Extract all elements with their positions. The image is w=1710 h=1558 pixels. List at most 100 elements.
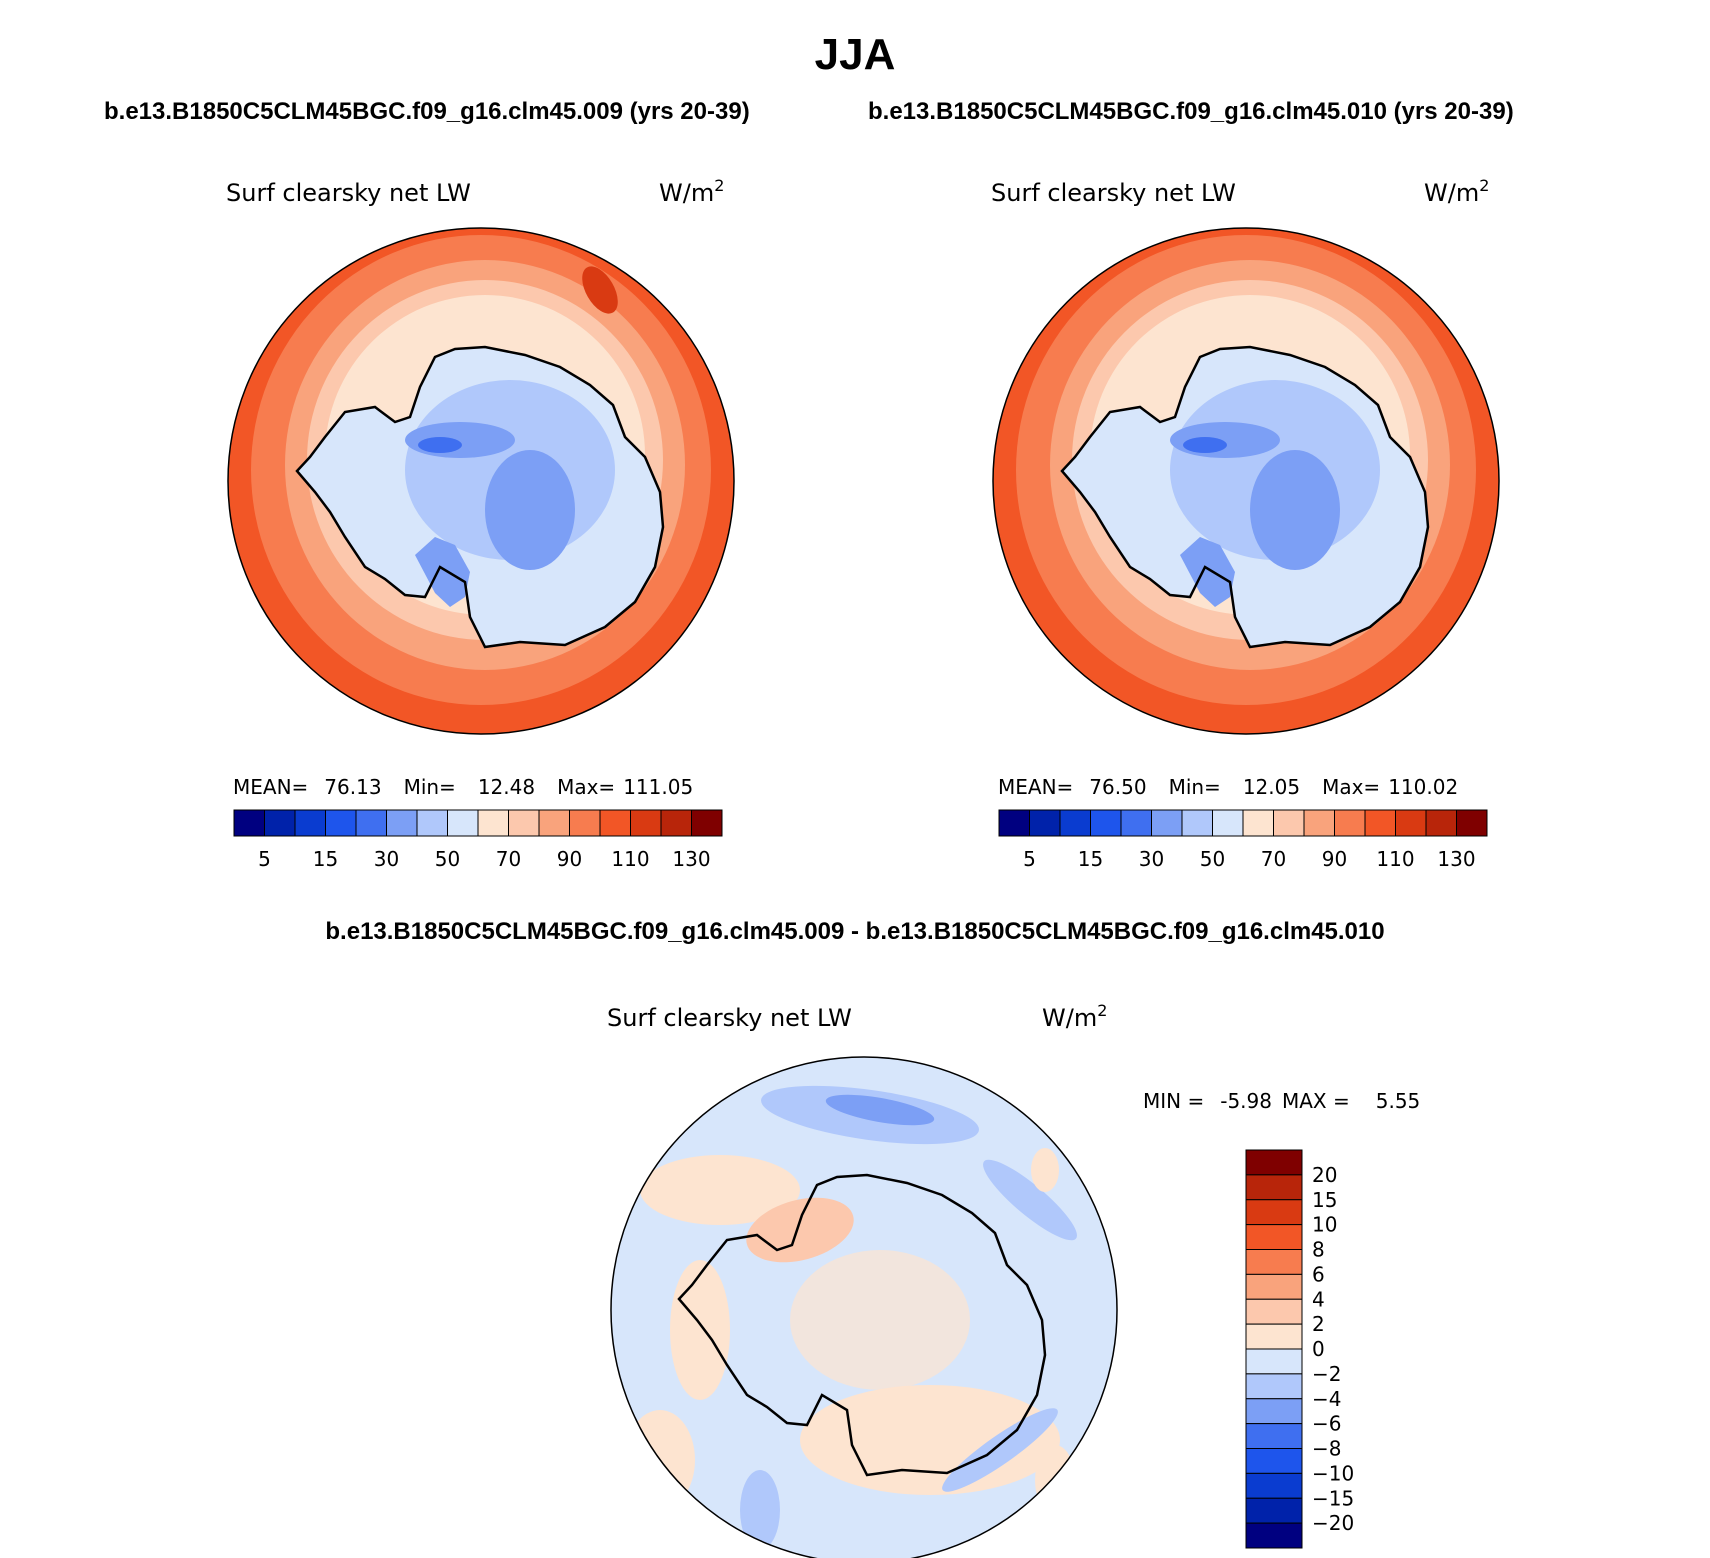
page-title: JJA <box>814 30 896 79</box>
map-c-stats: MIN = -5.98 MAX = 5.55 <box>1143 1089 1420 1113</box>
map-b-field <box>993 228 1499 734</box>
map-c-min: -5.98 <box>1220 1089 1272 1113</box>
map-c-colorbar-swatch-4 <box>1245 1249 1303 1275</box>
map-a-max-label: Max= <box>557 775 615 799</box>
map-b-colorbar-swatch-11 <box>1334 809 1366 837</box>
map-b-colorbar-tick-label: 15 <box>1078 847 1103 871</box>
map-b-colorbar-tick-label: 110 <box>1376 847 1414 871</box>
map-b-colorbar-swatch-12 <box>1364 809 1396 837</box>
map-c-colorbar-swatch-8 <box>1245 1348 1303 1375</box>
map-c-colorbar-tick-label: 20 <box>1312 1163 1337 1187</box>
map-b-mean: 76.50 <box>1089 775 1146 799</box>
map-c-max: 5.55 <box>1376 1089 1421 1113</box>
map-b-colorbar-swatch-15 <box>1456 809 1488 837</box>
map-a-colorbar-swatch-4 <box>355 809 387 837</box>
map-b-colorbar-swatch-0 <box>998 809 1030 837</box>
map-c-colorbar-swatch-14 <box>1245 1497 1303 1524</box>
map-a-colorbar-swatch-11 <box>569 809 601 837</box>
map-c-colorbar-swatch-9 <box>1245 1373 1303 1400</box>
map-a-colorbar-swatch-14 <box>660 809 692 837</box>
map-a-colorbar-swatch-9 <box>508 809 540 837</box>
map-c-colorbar-tick-label: −8 <box>1312 1437 1341 1461</box>
map-c-max-label: MAX = <box>1282 1089 1350 1113</box>
map-a-colorbar-swatch-5 <box>386 809 418 837</box>
map-a-mean: 76.13 <box>324 775 381 799</box>
map-a-colorbar-tick-label: 15 <box>313 847 338 871</box>
map-a-colorbar-swatch-6 <box>416 809 448 837</box>
map-a-colorbar: 5 15 30 50 70 90 110 130 <box>233 809 723 871</box>
map-c-units-label: W/m2 <box>1042 1001 1107 1032</box>
map-a-colorbar-swatch-12 <box>599 809 631 837</box>
map-c-units-base: W/m <box>1042 1004 1097 1032</box>
map-b-colorbar-swatch-1 <box>1029 809 1061 837</box>
map-b-colorbar-swatch-4 <box>1120 809 1152 837</box>
map-c-colorbar-swatch-12 <box>1245 1448 1303 1474</box>
map-b-colorbar-swatch-7 <box>1212 809 1244 837</box>
map-a-boundary <box>227 227 735 735</box>
map-a-colorbar-swatch-15 <box>691 809 723 837</box>
map-a-colorbar-swatch-7 <box>447 809 479 837</box>
map-c-variable-label: Surf clearsky net LW <box>607 1004 852 1032</box>
map-c-colorbar-swatch-0 <box>1245 1149 1303 1176</box>
map-b-max: 110.02 <box>1388 775 1458 799</box>
map-c-units-exponent: 2 <box>1097 1001 1107 1020</box>
map-b-variable-label: Surf clearsky net LW <box>991 179 1236 207</box>
map-b-colorbar-tick-label: 5 <box>1023 847 1036 871</box>
map-c-colorbar-tick-label: 2 <box>1312 1312 1325 1336</box>
map-c-colorbar-tick-label: 6 <box>1312 1262 1325 1286</box>
case-a-title: b.e13.B1850C5CLM45BGC.f09_g16.clm45.009 … <box>104 98 750 125</box>
case-b-title: b.e13.B1850C5CLM45BGC.f09_g16.clm45.010 … <box>868 98 1514 125</box>
difference-title: b.e13.B1850C5CLM45BGC.f09_g16.clm45.009 … <box>325 918 1385 945</box>
map-b-boundary <box>992 227 1500 735</box>
map-c-colorbar-tick-label: −6 <box>1312 1412 1341 1436</box>
map-c-colorbar-tick-label: −15 <box>1312 1486 1354 1510</box>
map-a-units-label: W/m2 <box>659 176 724 207</box>
map-c-boundary <box>610 1056 1118 1558</box>
map-b-min: 12.05 <box>1243 775 1300 799</box>
map-c-colorbar-swatch-10 <box>1245 1398 1303 1425</box>
map-b-colorbar-tick-label: 70 <box>1261 847 1286 871</box>
map-b-colorbar-swatch-2 <box>1059 809 1091 837</box>
map-a-mean-label: MEAN= <box>233 775 308 799</box>
map-b-colorbar-swatch-3 <box>1090 809 1122 837</box>
map-a-colorbar-tick-label: 130 <box>672 847 710 871</box>
map-c-colorbar-tick-label: −20 <box>1312 1511 1354 1535</box>
map-b-colorbar-swatch-10 <box>1303 809 1335 837</box>
map-a-min: 12.48 <box>478 775 535 799</box>
map-c-colorbar-swatch-7 <box>1245 1323 1303 1350</box>
map-b-min-label: Min= <box>1169 775 1221 799</box>
map-b-colorbar-swatch-6 <box>1181 809 1213 837</box>
map-c-min-label: MIN = <box>1143 1089 1204 1113</box>
map-a-max: 111.05 <box>623 775 693 799</box>
map-b-colorbar: 5 15 30 50 70 90 110 130 <box>998 809 1488 871</box>
map-c-colorbar-swatch-6 <box>1245 1298 1303 1325</box>
map-a-units-base: W/m <box>659 179 714 207</box>
map-a-colorbar-swatch-8 <box>477 809 509 837</box>
map-c-colorbar-swatch-13 <box>1245 1472 1303 1499</box>
map-b-stats: MEAN= 76.50 Min= 12.05 Max= 110.02 <box>998 775 1458 799</box>
map-a-units-exponent: 2 <box>714 176 724 195</box>
map-c-colorbar-tick-label: 4 <box>1312 1287 1325 1311</box>
map-a-colorbar-tick-label: 110 <box>611 847 649 871</box>
map-a-stats: MEAN= 76.13 Min= 12.48 Max= 111.05 <box>233 775 693 799</box>
map-c-colorbar-tick-label: 8 <box>1312 1238 1325 1262</box>
map-a-colorbar-swatch-0 <box>233 809 265 837</box>
map-b-units-base: W/m <box>1424 179 1479 207</box>
map-b-colorbar-swatch-13 <box>1395 809 1427 837</box>
map-a-colorbar-tick-label: 50 <box>435 847 460 871</box>
map-a-colorbar-tick-label: 30 <box>374 847 399 871</box>
map-b-colorbar-tick-label: 50 <box>1200 847 1225 871</box>
map-b-mean-label: MEAN= <box>998 775 1073 799</box>
map-c-colorbar-tick-label: 10 <box>1312 1213 1337 1237</box>
map-c-colorbar-tick-label: −2 <box>1312 1362 1341 1386</box>
map-b-colorbar-tick-label: 90 <box>1322 847 1347 871</box>
map-b-colorbar-swatch-14 <box>1425 809 1457 837</box>
map-case-a: Surf clearsky net LW W/m2 MEAN= 76.13 Min=… <box>226 176 735 871</box>
map-b-colorbar-swatch-5 <box>1151 809 1183 837</box>
map-a-colorbar-tick-label: 90 <box>557 847 582 871</box>
map-c-colorbar-swatch-5 <box>1245 1273 1303 1300</box>
map-b-colorbar-swatch-8 <box>1242 809 1274 837</box>
map-a-min-label: Min= <box>404 775 456 799</box>
map-a-colorbar-swatch-2 <box>294 809 326 837</box>
